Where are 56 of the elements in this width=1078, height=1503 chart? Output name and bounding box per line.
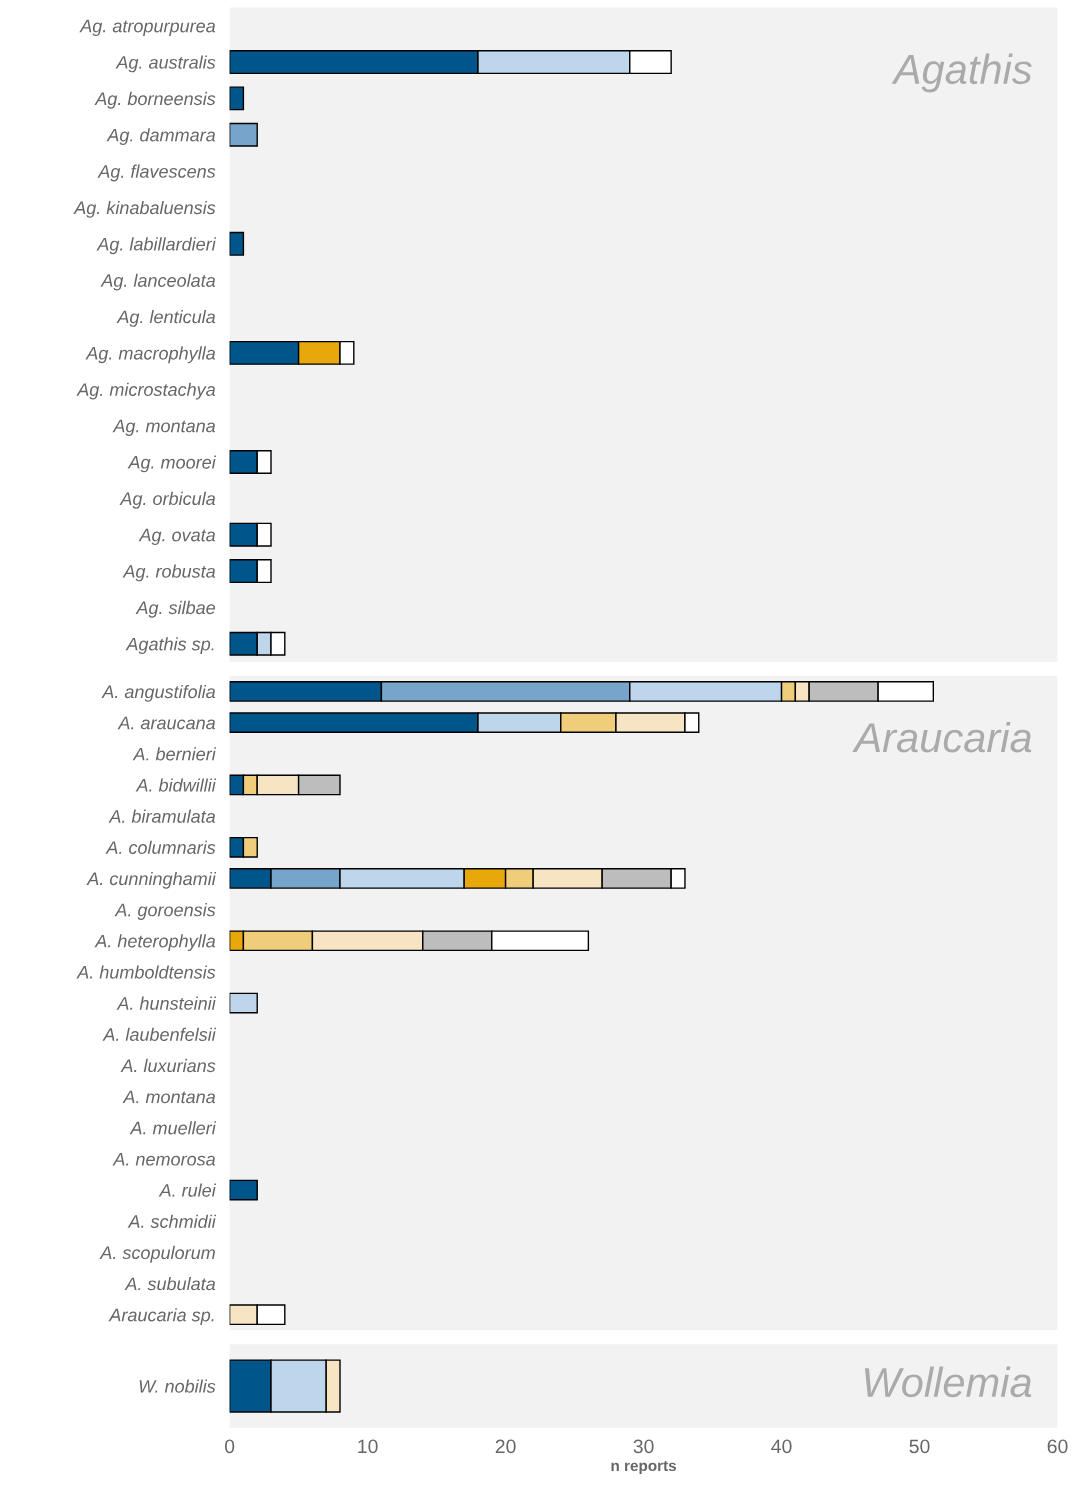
y-tick-label: A. montana	[122, 1090, 216, 1104]
y-tick-label: Ag. robusta	[122, 564, 216, 582]
y-tick-label: A. angustifolia	[101, 684, 216, 702]
y-tick-label: A. nemorosa	[112, 1153, 216, 1166]
y-tick-label: Agathis sp.	[125, 637, 214, 655]
bar	[229, 992, 258, 1014]
y-tick-label: A. humboldtensis	[76, 965, 216, 979]
x-tick-label: 20	[495, 1439, 516, 1454]
x-tick-label: 60	[1047, 1439, 1068, 1454]
y-tick-label: A. cunninghamii	[86, 871, 217, 889]
bar	[229, 122, 258, 147]
y-tick-label: Ag. macrophylla	[85, 346, 216, 364]
x-tick-label: 50	[909, 1439, 930, 1454]
y-tick-label: W. nobilis	[139, 1379, 216, 1393]
y-tick-label: A. rulei	[158, 1183, 217, 1197]
y-tick-label: A. biramulata	[108, 809, 216, 823]
y-tick-label: A. muelleri	[129, 1121, 217, 1135]
y-tick-label: Ag. australis	[115, 55, 216, 73]
y-tick-label: Ag. orbicula	[119, 491, 216, 509]
y-tick-label: Ag. dammara	[106, 128, 216, 146]
y-tick-label: Ag. lanceolata	[100, 273, 216, 291]
y-tick-label: A. heterophylla	[94, 934, 216, 952]
y-tick-label: Ag. flavescens	[97, 164, 216, 182]
y-tick-label: A. hunsteinii	[116, 996, 217, 1010]
x-tick-label: 10	[358, 1439, 378, 1454]
y-tick-label: Ag. moorei	[127, 455, 217, 473]
annotation: Araucaria	[852, 721, 1032, 753]
y-tick-label: A. schmidii	[127, 1214, 217, 1228]
bar	[229, 86, 245, 111]
y-tick-label: A. laubenfelsii	[102, 1027, 217, 1041]
annotation: Wollemia	[864, 1366, 1032, 1398]
y-tick-label: Ag. montana	[112, 419, 216, 436]
y-tick-label: Ag. microstachya	[76, 382, 216, 400]
x-tick-label: 30	[633, 1439, 654, 1454]
y-tick-label: Ag. borneensis	[94, 91, 216, 109]
y-tick-label: A. scopulorum	[99, 1245, 215, 1263]
y-tick-label: Ag. atropurpurea	[79, 19, 216, 36]
y-tick-label: A. araucana	[117, 716, 216, 730]
y-tick-label: Araucaria sp.	[108, 1308, 214, 1326]
annotation: Agathis	[891, 53, 1032, 93]
y-tick-label: A. bernieri	[132, 747, 217, 761]
y-tick-label: Ag. silbae	[135, 600, 216, 618]
x-tick-label: 0	[224, 1439, 235, 1454]
y-tick-label: A. columnaris	[105, 840, 216, 854]
y-tick-label: A. luxurians	[120, 1058, 216, 1073]
y-tick-label: A. bidwillii	[135, 778, 217, 792]
x-tick-label: 40	[771, 1439, 792, 1454]
y-tick-label: A. goroensis	[114, 903, 216, 920]
y-tick-label: Ag. kinabaluensis	[73, 200, 216, 218]
y-tick-label: Ag. labillardieri	[96, 237, 217, 255]
bar	[229, 1179, 258, 1201]
bar	[229, 231, 245, 256]
y-tick-label: Ag. ovata	[138, 528, 216, 545]
y-tick-label: Ag. lenticula	[116, 310, 216, 327]
y-tick-label: A. subulata	[124, 1277, 216, 1291]
x-axis-title: n reports	[611, 1460, 677, 1475]
